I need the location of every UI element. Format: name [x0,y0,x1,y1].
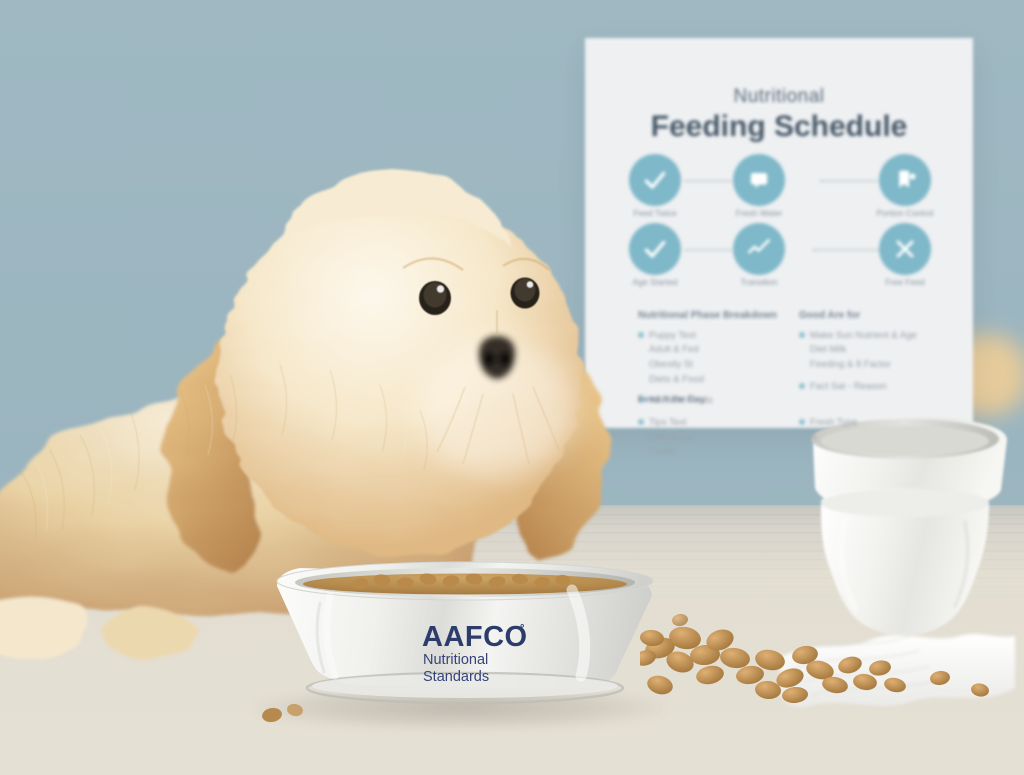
svg-text:°: ° [520,623,524,635]
svg-text:AAFCO: AAFCO [422,621,528,653]
svg-text:Nutritional: Nutritional [423,652,488,668]
svg-text:Standards: Standards [423,669,489,685]
